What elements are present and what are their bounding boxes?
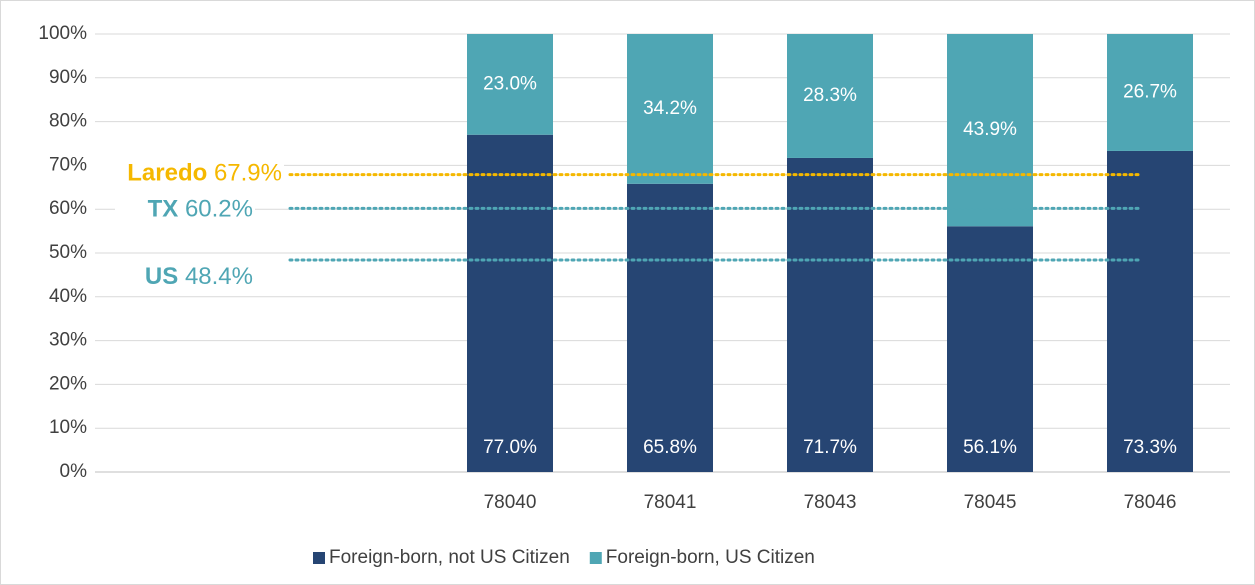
x-tick-label: 78046: [1124, 492, 1177, 513]
y-tick-label: 70%: [49, 154, 87, 175]
legend-swatch: [589, 552, 602, 564]
reference-value: 48.4%: [185, 263, 253, 290]
y-tick-label: 50%: [49, 242, 87, 263]
y-tick-label: 30%: [49, 330, 87, 351]
bar-segment: [787, 34, 873, 158]
reference-name: Laredo: [127, 160, 207, 187]
bar-segment: [1107, 34, 1193, 151]
reference-label-bg: [90, 160, 284, 189]
legend-label: Foreign-born, US Citizen: [606, 547, 815, 568]
reference-name: TX: [148, 196, 179, 223]
bar-segment: [947, 226, 1033, 472]
data-label: 23.0%: [483, 73, 537, 94]
reference-value: 60.2%: [185, 196, 253, 223]
bar-segment: [787, 157, 873, 473]
data-label: 65.8%: [643, 437, 697, 458]
reference-label: US 48.4%: [145, 263, 253, 290]
x-tick-label: 78043: [804, 492, 857, 513]
x-tick-label: 78040: [484, 492, 537, 513]
data-label: 43.9%: [963, 119, 1017, 140]
y-tick-label: 10%: [49, 417, 87, 438]
data-label: 28.3%: [803, 85, 857, 106]
y-tick-label: 40%: [49, 286, 87, 307]
data-label: 34.2%: [643, 98, 697, 119]
data-label: 56.1%: [963, 437, 1017, 458]
bar-segment: [627, 183, 713, 472]
data-label: 71.7%: [803, 437, 857, 458]
data-label: 26.7%: [1123, 81, 1177, 102]
reference-label: TX 60.2%: [148, 196, 253, 223]
bar-segment: [1107, 150, 1193, 473]
y-tick-label: 20%: [49, 373, 87, 394]
legend-swatch: [313, 552, 325, 564]
y-tick-label: 90%: [49, 67, 87, 88]
legend-label: Foreign-born, not US Citizen: [329, 547, 570, 568]
reference-label: Laredo 67.9%: [127, 160, 282, 187]
data-label: 73.3%: [1123, 437, 1177, 458]
bar-segment: [627, 34, 713, 184]
reference-value: 67.9%: [214, 160, 282, 187]
x-tick-label: 78041: [644, 492, 697, 513]
reference-label-bg: [115, 196, 255, 225]
y-tick-label: 60%: [49, 198, 87, 219]
y-tick-label: 100%: [38, 23, 87, 44]
reference-label-bg: [115, 264, 255, 293]
bar-segment: [467, 34, 553, 135]
data-label: 77.0%: [483, 437, 537, 458]
y-tick-label: 80%: [49, 111, 87, 132]
bar-segment: [467, 134, 553, 473]
bar-segment: [947, 34, 1033, 227]
y-tick-label: 0%: [60, 461, 88, 482]
reference-name: US: [145, 263, 178, 290]
x-tick-label: 78045: [964, 492, 1017, 513]
